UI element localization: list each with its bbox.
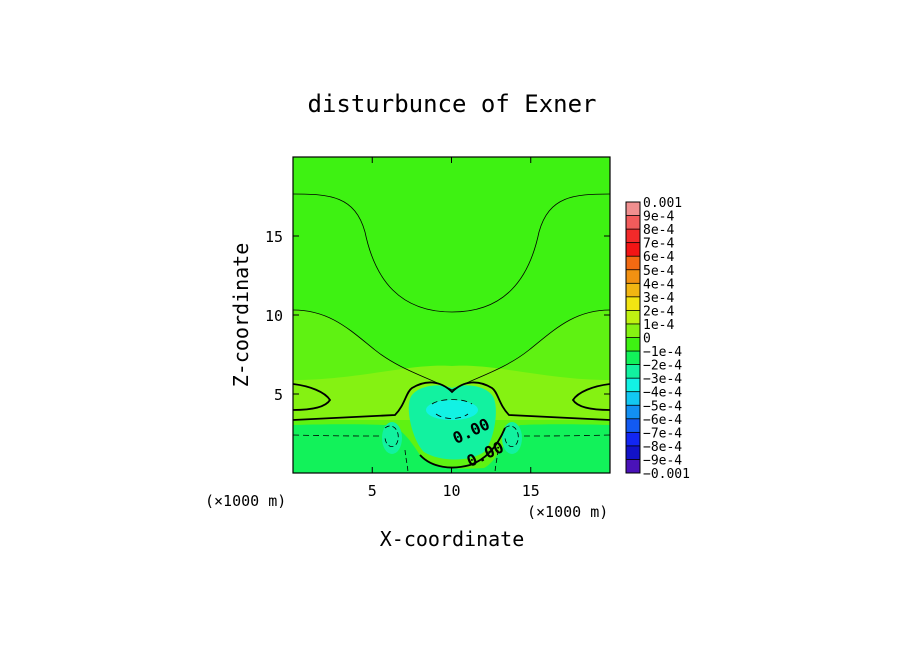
colorbar-tick-label: 7e-4 [643, 237, 674, 252]
colorbar-tick-label: −9e-4 [643, 453, 682, 468]
field-bottom-layer [293, 424, 610, 473]
x-tick-label: 10 [442, 482, 460, 500]
colorbar-swatch [626, 296, 640, 311]
colorbar-tick-label: 6e-4 [643, 250, 674, 265]
colorbar-tick-label: −2e-4 [643, 359, 682, 374]
field-left-pocket [382, 422, 402, 454]
colorbar-tick-label: −3e-4 [643, 372, 682, 387]
colorbar-tick-label: −4e-4 [643, 386, 682, 401]
colorbar-swatch [626, 215, 640, 230]
colorbar-swatch [626, 323, 640, 338]
field-dip-core [408, 385, 496, 460]
colorbar-swatch [626, 256, 640, 271]
field-right-pocket [502, 422, 522, 454]
contour-line-zero-low [419, 427, 506, 469]
colorbar-swatch [626, 378, 640, 393]
colorbar-tick-label: −7e-4 [643, 426, 682, 441]
colorbar-tick-label: 3e-4 [643, 291, 674, 306]
colorbar-swatch [626, 202, 640, 217]
contour-line-right-lens [571, 383, 610, 411]
y-axis-ticks: 5 10 15 [265, 228, 610, 404]
colorbar-swatch [626, 351, 640, 366]
contour-line-zero [293, 381, 610, 421]
x-axis-title: X-coordinate [380, 527, 525, 551]
plot-field [293, 157, 610, 473]
colorbar-tick-label: 5e-4 [643, 264, 674, 279]
colorbar-tick-label: 9e-4 [643, 210, 674, 225]
y-tick-label: 10 [265, 307, 283, 325]
contour-line-dashed-right [494, 425, 519, 473]
chart-title: disturbunce of Exner [308, 90, 597, 118]
colorbar-swatch [626, 445, 640, 460]
colorbar-swatch [626, 337, 640, 352]
colorbar-swatch [626, 269, 640, 284]
colorbar-tick-label: −8e-4 [643, 440, 682, 455]
colorbar-tick-label: −6e-4 [643, 413, 682, 428]
y-tick-label: 5 [274, 386, 283, 404]
colorbar-tick-label: 4e-4 [643, 277, 674, 292]
y-axis-title: Z-coordinate [229, 243, 253, 388]
contour-line-left-lens [293, 383, 332, 411]
y-tick-label: 15 [265, 228, 283, 246]
colorbar-tick-label: 0.001 [643, 196, 682, 211]
colorbar-swatch [626, 283, 640, 298]
colorbar-swatch [626, 432, 640, 447]
colorbar-swatch [626, 364, 640, 379]
colorbar-tick-label: −1e-4 [643, 345, 682, 360]
colorbar-tick-label: 2e-4 [643, 304, 674, 319]
x-axis-ticks: 5 10 15 [368, 157, 540, 500]
colorbar-tick-label: 8e-4 [643, 223, 674, 238]
colorbar-swatch [626, 418, 640, 433]
field-dip-center [426, 400, 478, 420]
contour-line-dashed-left [384, 425, 409, 473]
contour-line-upper [293, 193, 610, 313]
colorbar-tick-label: 1e-4 [643, 318, 674, 333]
colorbar: 0.0019e-48e-47e-46e-45e-44e-43e-42e-41e-… [625, 196, 690, 482]
colorbar-swatch [626, 405, 640, 420]
colorbar-tick-label: −5e-4 [643, 399, 682, 414]
x-axis-unit-label: (×1000 m) [205, 492, 286, 510]
colorbar-swatch [626, 310, 640, 325]
colorbar-tick-label: −0.001 [643, 467, 690, 482]
x-tick-label: 5 [368, 482, 377, 500]
y-axis-unit-label: (×1000 m) [527, 503, 608, 521]
colorbar-swatch [626, 242, 640, 257]
x-tick-label: 15 [522, 482, 540, 500]
contour-line-mid [293, 309, 610, 391]
colorbar-tick-label: 0 [643, 332, 651, 347]
colorbar-swatch [626, 459, 640, 474]
colorbar-swatch [626, 229, 640, 244]
colorbar-swatch [626, 391, 640, 406]
